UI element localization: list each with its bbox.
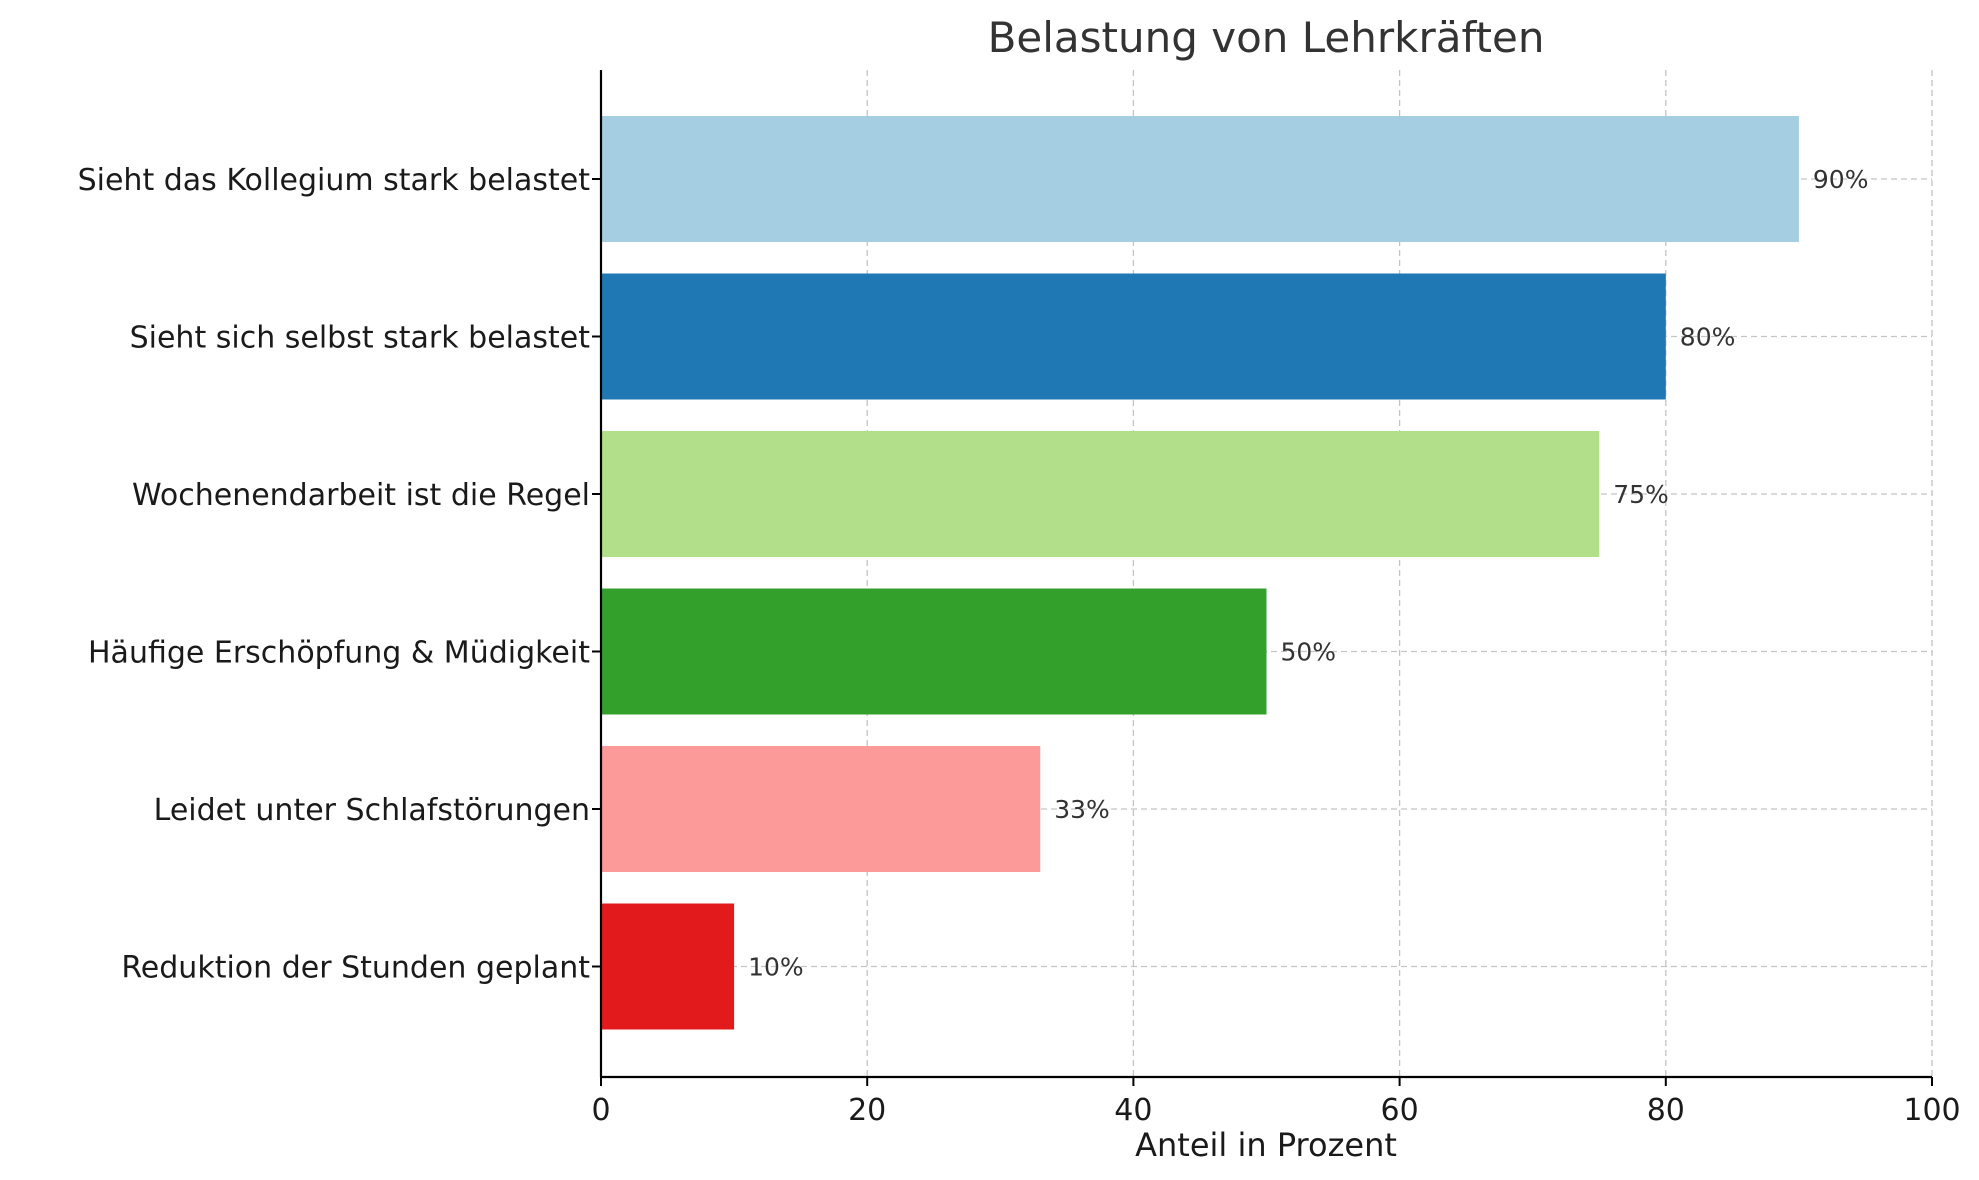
bar (601, 588, 1267, 715)
category-label: Reduktion der Stunden geplant (121, 951, 590, 986)
bar (601, 116, 1799, 242)
chart-title: Belastung von Lehrkräften (988, 13, 1545, 62)
category-label: Leidet unter Schlafstörungen (154, 793, 590, 828)
category-label: Häufige Erschöpfung & Müdigkeit (88, 636, 590, 671)
category-label: Sieht sich selbst stark belastet (130, 321, 591, 356)
bars (601, 116, 1799, 1030)
value-label: 33% (1054, 795, 1110, 824)
x-tick-labels: 0 20 40 60 80 100 (591, 1093, 1960, 1128)
bar (601, 273, 1666, 400)
x-axis-label: Anteil in Prozent (1135, 1126, 1397, 1164)
value-label: 90% (1813, 165, 1869, 194)
category-label: Wochenendarbeit ist die Regel (132, 478, 590, 513)
category-label: Sieht das Kollegium stark belastet (78, 163, 591, 198)
axes (592, 70, 1933, 1086)
bar (601, 746, 1041, 872)
x-tick-label: 20 (848, 1093, 886, 1128)
value-label: 10% (748, 953, 804, 982)
x-tick-label: 100 (1903, 1093, 1960, 1128)
bar (601, 903, 735, 1030)
value-label: 50% (1281, 638, 1337, 667)
value-labels: 90% 80% 75% 50% 33% 10% (748, 165, 1868, 982)
x-tick-label: 60 (1381, 1093, 1419, 1128)
category-labels: Sieht das Kollegium stark belastet Sieht … (78, 163, 591, 986)
value-label: 80% (1680, 323, 1736, 352)
bar (601, 431, 1600, 557)
x-tick-label: 40 (1114, 1093, 1152, 1128)
x-tick-label: 80 (1647, 1093, 1685, 1128)
value-label: 75% (1613, 480, 1669, 509)
x-tick-label: 0 (591, 1093, 610, 1128)
